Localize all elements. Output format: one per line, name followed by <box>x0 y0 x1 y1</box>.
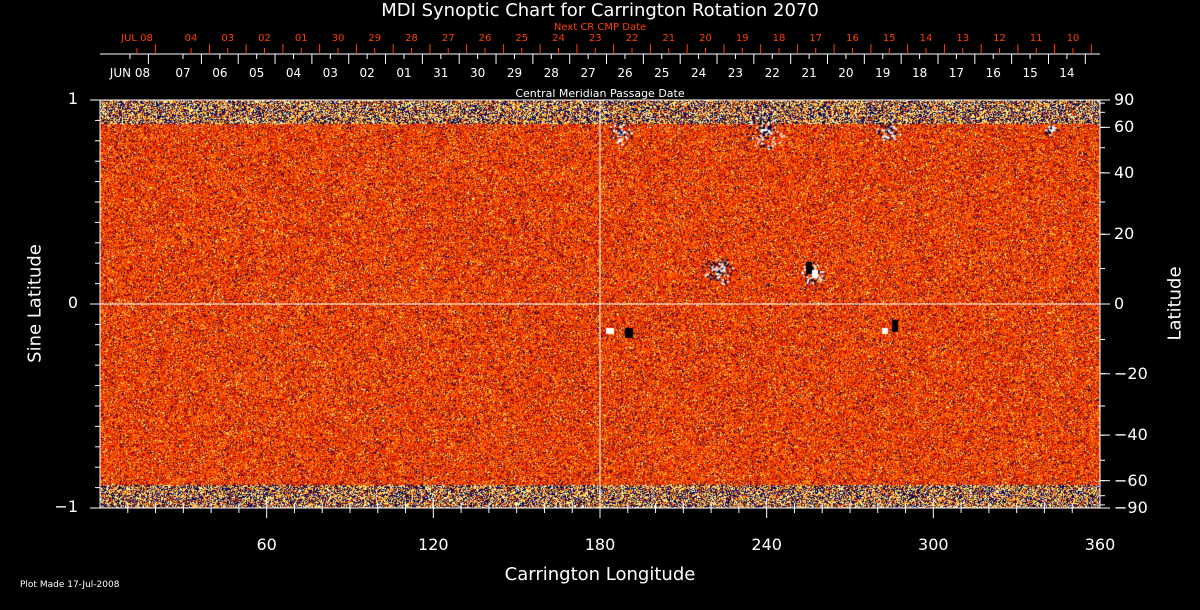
top-axis-label: Central Meridian Passage Date <box>515 87 685 100</box>
next-cr-date-label: 25 <box>515 33 529 44</box>
next-cr-date-label: 02 <box>258 33 271 44</box>
y-tick-label-right: 20 <box>1114 224 1135 244</box>
y-tick-label-right: −90 <box>1114 498 1148 517</box>
cmp-date-label: 20 <box>838 66 854 80</box>
next-cr-date-label: 29 <box>368 33 382 44</box>
next-cr-date-label: 15 <box>882 33 896 44</box>
cmp-date-label: 23 <box>727 66 744 80</box>
cmp-date-label: 25 <box>654 66 670 80</box>
next-cr-date-label: 23 <box>588 33 602 44</box>
next-cr-label: Next CR CMP Date <box>553 22 647 33</box>
cmp-date-label: 14 <box>1059 66 1075 80</box>
next-cr-date-label: 21 <box>662 33 676 44</box>
next-cr-date-label: 30 <box>331 33 345 44</box>
cmp-date-label: 30 <box>469 66 486 80</box>
cmp-date-label: 15 <box>1022 66 1038 80</box>
y-tick-label-right: 60 <box>1114 117 1135 137</box>
y-tick-label-right: −20 <box>1114 363 1148 383</box>
y-tick-label-left: 1 <box>67 89 78 108</box>
next-cr-date-label: 04 <box>184 33 198 44</box>
next-cr-date-label: 01 <box>294 33 308 44</box>
next-cr-date-label: 12 <box>993 33 1006 44</box>
x-tick-label: 120 <box>418 535 449 554</box>
next-cr-date-label: 22 <box>625 33 639 44</box>
cmp-date-label: 03 <box>322 66 338 80</box>
next-cr-date-label: 27 <box>441 33 455 44</box>
y-tick-label-right: 90 <box>1114 90 1135 109</box>
y-tick-label-left: −1 <box>54 497 78 516</box>
x-tick-label: 180 <box>584 535 616 554</box>
plot-made-note: Plot Made 17-Jul-2008 <box>20 580 120 590</box>
cmp-date-label: 29 <box>506 66 523 80</box>
cmp-date-label: 16 <box>985 66 1001 80</box>
next-cr-date-label: 26 <box>478 33 492 44</box>
next-cr-date-label: 19 <box>735 33 749 44</box>
y-tick-label-right: −40 <box>1114 425 1148 445</box>
x-tick-label: 300 <box>918 535 949 554</box>
cmp-date-label: 01 <box>396 66 412 80</box>
cmp-date-label: 28 <box>543 66 559 80</box>
cmp-date-label: 22 <box>764 66 780 80</box>
cmp-date-label: 05 <box>249 66 265 80</box>
y-tick-label-right: −60 <box>1114 470 1148 490</box>
x-axis-label: Carrington Longitude <box>504 564 696 585</box>
cmp-date-label: 18 <box>911 66 928 80</box>
next-cr-date-label: 14 <box>919 33 933 44</box>
cmp-date-label: 17 <box>948 66 965 80</box>
cmp-date-label: 27 <box>580 66 596 80</box>
y-axis-label-left: Sine Latitude <box>24 244 46 363</box>
cmp-date-label: 07 <box>175 66 191 80</box>
y-tick-label-left: 0 <box>67 293 78 312</box>
cmp-date-label: 06 <box>212 66 228 80</box>
cmp-date-label: 24 <box>690 66 707 80</box>
next-cr-date-label: JUL 08 <box>121 33 153 44</box>
next-cr-date-label: 16 <box>846 33 859 44</box>
y-tick-label-right: 40 <box>1114 162 1135 182</box>
x-tick-label: 60 <box>256 535 277 554</box>
cmp-date-label: 02 <box>359 66 375 80</box>
y-tick-label-right: 0 <box>1114 294 1125 313</box>
x-tick-label: 360 <box>1084 535 1116 554</box>
next-cr-date-label: 24 <box>552 33 565 44</box>
cmp-date-label: 19 <box>875 66 891 80</box>
cmp-date-label: 26 <box>617 66 633 80</box>
next-cr-date-label: 10 <box>1066 33 1080 44</box>
next-cr-date-label: 28 <box>405 33 418 44</box>
y-axis-label-right: Latitude <box>1164 266 1186 341</box>
next-cr-date-label: 13 <box>956 33 970 44</box>
cmp-date-label: 31 <box>433 66 449 80</box>
chart-title: MDI Synoptic Chart for Carrington Rotati… <box>381 0 819 21</box>
cmp-date-label: 21 <box>801 66 817 80</box>
next-cr-date-label: 11 <box>1029 33 1043 44</box>
next-cr-date-label: 17 <box>809 33 823 44</box>
next-cr-date-label: 03 <box>221 33 235 44</box>
cmp-date-label: 04 <box>285 66 302 80</box>
next-cr-date-label: 20 <box>699 33 712 44</box>
next-cr-date-label: 18 <box>772 33 786 44</box>
x-tick-label: 240 <box>751 535 782 554</box>
cmp-date-label: JUN 08 <box>109 66 151 80</box>
